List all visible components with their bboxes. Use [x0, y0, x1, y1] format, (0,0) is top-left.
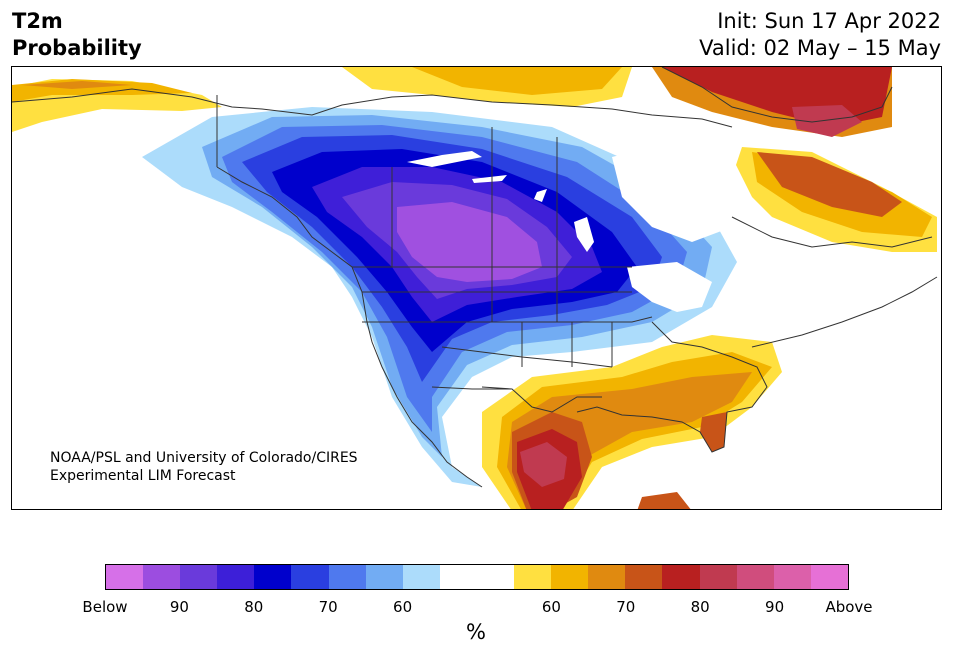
above-region-alaska-core [22, 81, 132, 89]
map-credit: NOAA/PSL and University of Colorado/CIRE… [50, 449, 358, 485]
valid-period: Valid: 02 May – 15 May [699, 36, 941, 60]
above-region-caribbean [637, 492, 691, 509]
init-date: Init: Sun 17 Apr 2022 [717, 9, 941, 33]
above-region-labrador-core [757, 152, 902, 217]
above-region-florida [700, 412, 727, 452]
colorbar-segment [328, 565, 366, 589]
above-region-arctic-inner [412, 67, 622, 95]
credit-org: NOAA/PSL and University of Colorado/CIRE… [50, 450, 358, 466]
colorbar-tick-label: 60 [541, 598, 561, 616]
colorbar-segment [699, 565, 737, 589]
hudson-bay [612, 137, 752, 242]
colorbar-segment [402, 565, 440, 589]
colorbar-unit: % [466, 620, 486, 644]
boundary-lines [12, 67, 938, 488]
lake-great-bear [407, 151, 482, 167]
colorbar-segment [291, 565, 329, 589]
colorbar-segment [439, 565, 477, 589]
colorbar-segment [514, 565, 552, 589]
colorbar-tick-label: 60 [393, 598, 413, 616]
colorbar-segment [476, 565, 515, 589]
colorbar-segment [254, 565, 292, 589]
colorbar-tick-label: 80 [690, 598, 710, 616]
colorbar-segment [217, 565, 255, 589]
credit-product: Experimental LIM Forecast [50, 468, 236, 484]
probability-colorbar [105, 564, 849, 590]
lake-great-slave [472, 175, 507, 183]
colorbar-tick-label: 90 [169, 598, 189, 616]
colorbar-segment [143, 565, 181, 589]
colorbar-tick-label: 70 [616, 598, 636, 616]
colorbar-tick-label: 80 [244, 598, 264, 616]
colorbar-segment [773, 565, 811, 589]
above-region-mexico-core [520, 442, 567, 487]
colorbar-segment [588, 565, 626, 589]
colorbar-ticks: Below 90 80 70 60 60 70 80 90 Above [82, 598, 872, 618]
colorbar-segment [662, 565, 700, 589]
lake-winnipeg [574, 217, 594, 252]
colorbar-segment [106, 565, 144, 589]
map-canvas [12, 67, 938, 509]
above-region-greenland-core [792, 105, 862, 137]
forecast-dates: Init: Sun 17 Apr 2022 Valid: 02 May – 15… [699, 8, 941, 62]
colorbar-segment [551, 565, 589, 589]
colorbar-segment [365, 565, 403, 589]
colorbar-segment [625, 565, 663, 589]
map-title: T2m Probability [12, 8, 142, 62]
colorbar-segment [810, 565, 848, 589]
colorbar-tick-label: 70 [318, 598, 338, 616]
probability-map: NOAA/PSL and University of Colorado/CIRE… [11, 66, 942, 510]
colorbar-tick-label: Above [825, 598, 873, 616]
lake-athabasca [534, 189, 547, 202]
colorbar-segment [180, 565, 218, 589]
colorbar-segment [736, 565, 774, 589]
colorbar-tick-label: Below [82, 598, 128, 616]
title-variable: T2m [12, 9, 63, 33]
title-kind: Probability [12, 36, 142, 60]
colorbar-tick-label: 90 [765, 598, 785, 616]
below-region-core [397, 202, 542, 282]
great-lakes [627, 262, 712, 312]
